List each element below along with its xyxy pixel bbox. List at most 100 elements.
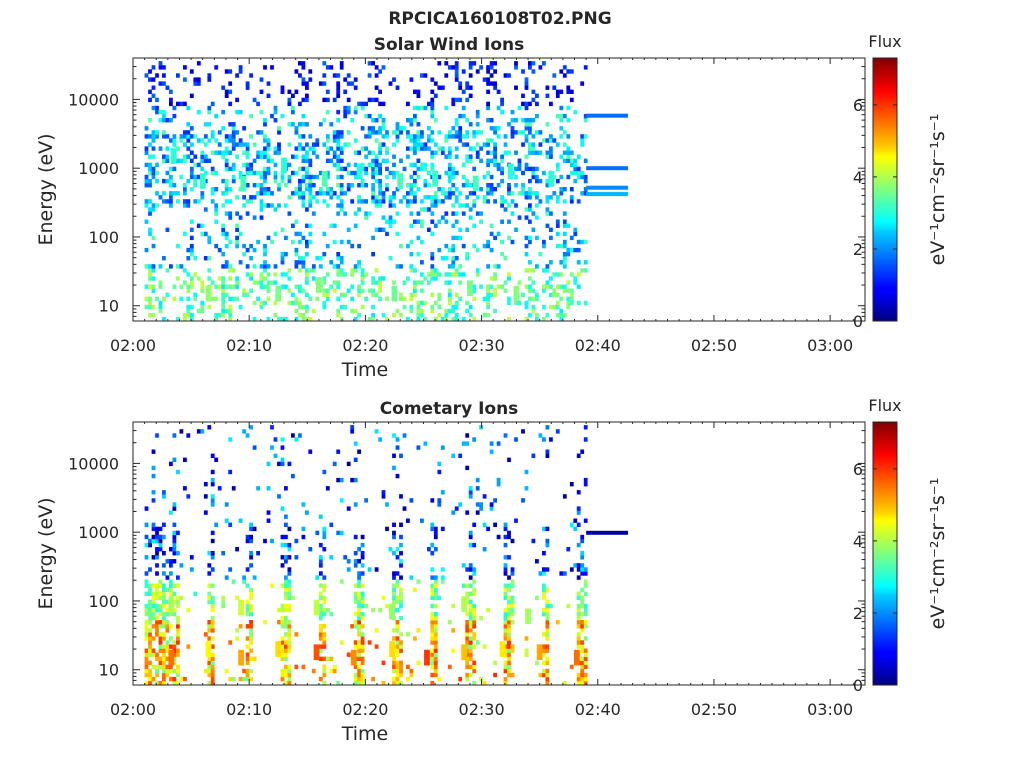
spectrogram-cell xyxy=(524,304,529,310)
spectrogram-cell xyxy=(294,126,299,131)
spectrogram-cell xyxy=(186,154,191,159)
spectrogram-cell xyxy=(461,243,466,249)
spectrogram-cell xyxy=(493,308,497,314)
spectrogram-cell xyxy=(224,668,229,674)
spectrogram-cell xyxy=(360,288,365,293)
spectrogram-cell xyxy=(583,113,588,119)
spectrogram-cell xyxy=(399,522,403,527)
spectrogram-cell xyxy=(266,81,271,86)
spectrogram-cell xyxy=(552,174,557,180)
spectrogram-cell xyxy=(280,607,285,613)
spectrogram-cell xyxy=(193,256,198,261)
spectrogram-cell xyxy=(503,624,508,629)
spectrogram-cell xyxy=(451,272,456,277)
hotspot xyxy=(240,175,247,192)
spectrogram-cell xyxy=(169,559,173,564)
spectrogram-cell xyxy=(468,563,473,568)
spectrogram-cell xyxy=(507,235,511,241)
spectrogram-cell xyxy=(562,256,567,261)
spectrogram-cell xyxy=(339,256,344,261)
spectrogram-cell xyxy=(235,223,239,228)
spectrogram-cell xyxy=(399,595,403,601)
spectrogram-cell xyxy=(360,146,365,151)
spectrogram-cell xyxy=(169,183,173,188)
spectrogram-cell xyxy=(284,595,288,601)
spectrogram-cell xyxy=(406,276,410,281)
spectrogram-cell xyxy=(151,616,156,621)
colorbar-tick-label: 4 xyxy=(853,532,863,551)
spectrogram-cell xyxy=(538,199,543,204)
spectrogram-cell xyxy=(406,199,410,204)
hotspot xyxy=(536,644,543,661)
spectrogram-cell xyxy=(336,158,341,163)
spectrogram-cell xyxy=(259,272,264,277)
spectrogram-cells xyxy=(144,61,588,322)
spectrogram-cell xyxy=(507,620,511,625)
spectrogram-cell xyxy=(420,146,424,151)
spectrogram-cell xyxy=(172,530,177,536)
spectrogram-cell xyxy=(409,264,414,269)
spectrogram-cell xyxy=(447,288,452,293)
spectrogram-cell xyxy=(176,680,180,686)
spectrogram-cell xyxy=(517,166,522,172)
spectrogram-cell xyxy=(399,587,403,592)
spectrogram-cell xyxy=(545,620,550,625)
spectrogram-cell xyxy=(249,563,253,568)
spectrogram-cell xyxy=(169,547,173,552)
spectrogram-cell xyxy=(385,502,389,507)
spectrogram-cell xyxy=(249,243,253,249)
spectrogram-cell xyxy=(148,97,152,103)
spectrogram-cell xyxy=(172,660,177,665)
spectrogram-cell xyxy=(207,77,212,82)
spectrogram-cell xyxy=(500,158,504,163)
spectrogram-cell xyxy=(346,239,351,245)
spectrogram-cell xyxy=(308,195,313,200)
spectrogram-cell xyxy=(210,453,215,458)
spectrogram-cell xyxy=(489,174,494,180)
spectrogram-cell xyxy=(238,109,243,115)
spectrogram-cell xyxy=(430,130,435,135)
spectrogram-cell xyxy=(545,676,550,682)
spectrogram-cell xyxy=(468,664,473,670)
spectrogram-cell xyxy=(165,85,170,90)
spectrogram-cell xyxy=(562,65,567,70)
spectrogram-cell xyxy=(486,300,490,306)
spectrogram-cell xyxy=(280,636,285,641)
spectrogram-cell xyxy=(339,477,344,483)
spectrogram-cell xyxy=(465,227,470,232)
spectrogram-cell xyxy=(454,316,459,322)
spectrogram-cell xyxy=(235,280,239,285)
spectrogram-cell xyxy=(427,195,431,200)
spectrogram-cell xyxy=(221,191,226,196)
spectrogram-cell xyxy=(305,243,309,249)
spectrogram-cell xyxy=(395,170,400,176)
spectrogram-cell xyxy=(583,603,588,609)
spectrogram-cell xyxy=(158,534,163,540)
spectrogram-cell xyxy=(416,122,421,127)
spectrogram-cell xyxy=(158,146,163,151)
spectrogram-cell xyxy=(158,284,163,289)
spectrogram-cell xyxy=(217,276,222,281)
spectrogram-cell xyxy=(144,134,149,139)
spectrogram-cell xyxy=(454,235,459,241)
spectrogram-cell xyxy=(353,620,358,625)
spectrogram-cell xyxy=(207,571,212,576)
spectrogram-cell xyxy=(465,567,470,572)
spectrogram-cell xyxy=(172,640,177,645)
spectrogram-cell xyxy=(350,170,355,176)
spectrogram-cell xyxy=(235,296,239,301)
spectrogram-cell xyxy=(287,162,292,168)
spectrogram-cell xyxy=(249,611,253,617)
spectrogram-cell xyxy=(235,97,239,103)
spectrogram-cell xyxy=(308,547,313,552)
spectrogram-cell xyxy=(447,146,452,151)
spectrogram-cell xyxy=(545,195,550,200)
spectrogram-cell xyxy=(535,264,539,269)
spectrogram-cell xyxy=(221,296,226,301)
spectrogram-cell xyxy=(444,138,449,143)
hotspot xyxy=(238,649,244,666)
hotspot xyxy=(199,173,206,189)
spectrogram-cell xyxy=(235,73,239,78)
spectrogram-cell xyxy=(409,174,414,180)
spectrogram-cell xyxy=(193,81,198,86)
